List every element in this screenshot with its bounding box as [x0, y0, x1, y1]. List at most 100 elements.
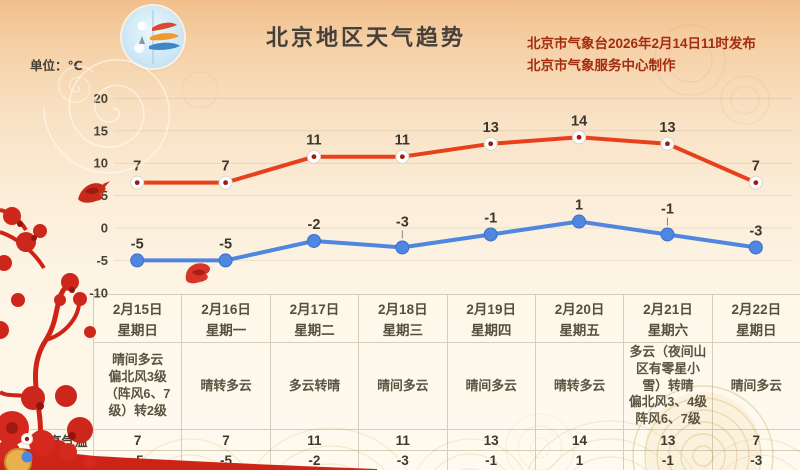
gold-ring: [668, 421, 738, 470]
gold-ring: [572, 456, 648, 470]
low-temp-point-marker: [572, 214, 587, 229]
unit-label: 单位：℃: [30, 59, 83, 73]
spiral-decoration: [42, 58, 171, 174]
gold-ring: [133, 438, 247, 470]
high-temp-point-center: [311, 154, 317, 160]
gold-ring: [723, 454, 797, 470]
table-date-cell: 2月17日 星期二: [269, 294, 359, 342]
high-temp-point-center: [753, 180, 759, 186]
gold-ring: [526, 420, 694, 470]
gold-ring: [654, 24, 726, 96]
data-value-label: -3: [396, 214, 409, 230]
data-value-label: -5: [219, 236, 232, 252]
date-text: 2月20日: [554, 302, 605, 317]
table-date-cell: 2月22日 星期日: [711, 294, 800, 342]
series-line: [135, 135, 758, 185]
low-temp-point-marker: [660, 227, 675, 242]
y-axis-tick-label: 15: [94, 123, 108, 138]
weekday-text: 星期三: [382, 323, 424, 338]
date-text: 2月16日: [201, 302, 251, 317]
beijing-meteorological-service-logo: [122, 6, 184, 68]
gold-ring: [460, 468, 480, 470]
gold-glow: [645, 392, 761, 470]
low-temp-point-marker: [395, 240, 410, 255]
red-ribbon-decoration: [0, 411, 377, 470]
gold-ring: [692, 445, 714, 467]
data-value-label: 13: [659, 120, 675, 136]
data-value-label: 11: [306, 133, 321, 149]
weekday-text: 星期一: [205, 323, 247, 338]
gold-ring: [529, 437, 551, 459]
publish-line1: 北京市气象台2026年2月14日11时发布: [527, 36, 756, 51]
gold-ring: [434, 453, 506, 470]
data-value-label: -1: [661, 201, 674, 217]
table-date-cell: 2月18日星期三: [358, 294, 447, 342]
table-weather-cell: 晴转多云: [181, 342, 270, 429]
data-value-label: -2: [307, 217, 320, 233]
table-high-temp-cell: 7: [93, 429, 182, 450]
y-axis-tick-label: 5: [101, 188, 108, 203]
publish-info: 北京市气象台2026年2月14日11时发布 北京市气象服务中心制作: [527, 33, 772, 78]
data-value-label: 7: [752, 159, 760, 175]
data-value-label: 14: [571, 113, 587, 129]
high-temp-point-center: [223, 180, 228, 186]
table-weather-cell: 晴间多云 偏北风3级（阵风6、7级）转2级: [93, 342, 182, 429]
gold-ring: [517, 425, 563, 470]
gold-ring: [632, 385, 774, 470]
table-low-temp-cell: 1: [534, 450, 624, 470]
gold-ring: [680, 433, 726, 470]
table-high-temp-cell: 13: [623, 429, 712, 450]
low-temp-line-series: -5 -5 -2 -3 -1 1 -1 -3: [130, 198, 763, 268]
gold-ring: [667, 37, 713, 83]
gold-ring: [303, 463, 357, 470]
low-temp-point-marker: [306, 233, 321, 248]
publish-line2: 北京市气象服务中心制作: [527, 58, 676, 74]
y-axis-tick-label: 10: [94, 156, 108, 171]
table-high-temp-cell: 13: [446, 429, 535, 450]
date-text: 2月22日: [731, 302, 782, 317]
red-bird-decoration: [78, 181, 110, 203]
date-text: 2月19日: [466, 302, 516, 317]
table-date-cell: 2月16日星期一: [181, 294, 270, 342]
table-weather-cell: 多云转晴: [269, 342, 359, 429]
gold-ring: [274, 445, 386, 470]
high-temp-point-center: [665, 141, 670, 147]
low-temp-point-marker: [748, 240, 763, 255]
gold-ring: [505, 413, 575, 470]
gold-ring: [181, 71, 219, 109]
page-title: 北京地区天气趋势: [266, 25, 467, 50]
table-weather-cell: 晴间多云: [358, 342, 447, 429]
table-high-temp-cell: 11: [269, 429, 359, 450]
table-date-cell: 2月19日星期四: [446, 294, 535, 342]
data-value-label: 1: [575, 198, 583, 214]
date-text: 2月18日: [378, 302, 428, 317]
high-temp-point-center: [576, 134, 582, 140]
table-date-cell: 2月15日 星期日: [93, 294, 182, 342]
table-low-temp-cell: -1: [446, 450, 535, 470]
weekday-text: 星期日: [117, 323, 158, 338]
gold-ring: [252, 427, 408, 470]
data-value-label: -5: [131, 236, 144, 252]
data-value-label: 13: [483, 120, 499, 136]
table-weather-cell: 晴转多云: [534, 342, 624, 429]
low-temp-point-marker: [218, 253, 233, 268]
table-low-temp-cell: -1: [623, 450, 712, 470]
high-temp-point-center: [134, 180, 140, 186]
y-axis-tick-label: -5: [96, 253, 108, 268]
table-weather-cell: 晴间多云: [446, 342, 535, 429]
table-weather-cell: 多云（夜间山区有零星小雪）转晴 偏北风3、4级 阵风6、7级: [623, 342, 712, 429]
red-bird-decoration-2: [185, 263, 210, 284]
weekday-text: 星期四: [470, 323, 512, 338]
y-axis-tick-label: -10: [89, 285, 108, 300]
y-axis-tick-label: 0: [101, 221, 108, 236]
gold-ring: [720, 75, 770, 125]
weekday-text: 星期五: [559, 323, 600, 338]
data-value-label: -1: [484, 210, 497, 226]
high-temp-point-center: [488, 141, 494, 147]
table-high-temp-cell: 7: [711, 429, 800, 450]
table-low-temp-cell: -3: [358, 450, 447, 470]
weekday-text: 星期六: [647, 323, 689, 338]
